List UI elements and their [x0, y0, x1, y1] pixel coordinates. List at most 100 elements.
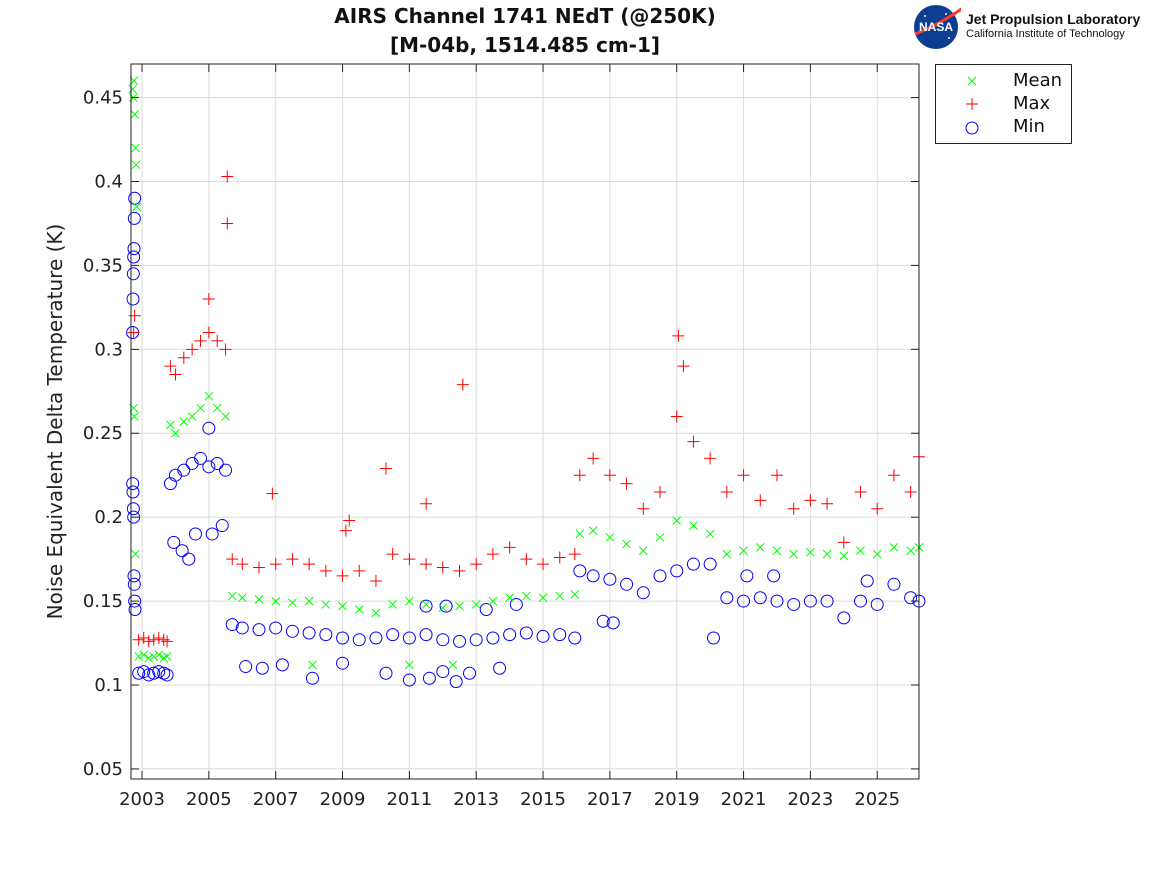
- min-point: [177, 463, 191, 477]
- max-point: [252, 561, 265, 574]
- axis-ticks: 2003 2005 2007 2009 2011 2013 2015 2017 2019 2021…: [83, 64, 919, 810]
- min-point: [820, 594, 834, 608]
- min-point: [636, 586, 650, 600]
- min-point: [837, 611, 851, 625]
- min-point: [422, 671, 436, 685]
- legend-item-max: Max: [936, 93, 1071, 115]
- min-point: [126, 485, 140, 499]
- min-point: [603, 572, 617, 586]
- max-point: [837, 536, 850, 549]
- mean-point: [739, 546, 748, 556]
- max-point: [269, 558, 282, 571]
- min-point: [870, 597, 884, 611]
- mean-point: [405, 596, 414, 606]
- max-point: [369, 574, 382, 587]
- max-point: [420, 558, 433, 571]
- min-point: [436, 665, 450, 679]
- max-point: [266, 487, 279, 500]
- legend-label: Mean: [1013, 70, 1063, 91]
- min-point: [519, 626, 533, 640]
- y-tick-label: 0.15: [83, 591, 123, 612]
- min-point: [568, 631, 582, 645]
- mean-point: [405, 660, 414, 670]
- mean-point: [822, 549, 832, 559]
- max-point: [704, 452, 717, 465]
- mean-point: [722, 549, 732, 559]
- mean-point: [575, 529, 585, 539]
- min-point: [703, 557, 717, 571]
- max-point: [221, 217, 234, 230]
- legend: Mean Max Min: [935, 64, 1072, 144]
- max-point: [904, 485, 917, 498]
- max-point: [353, 564, 366, 577]
- max-point: [211, 334, 224, 347]
- mean-point: [221, 412, 230, 421]
- mean-point: [196, 403, 205, 413]
- min-point: [202, 460, 216, 474]
- max-point: [821, 497, 834, 510]
- x-marker-icon: [967, 76, 977, 86]
- min-point: [596, 614, 610, 628]
- min-point: [202, 421, 216, 435]
- mean-point: [139, 650, 149, 660]
- mean-point: [166, 420, 175, 430]
- max-point: [132, 633, 145, 646]
- max-point: [157, 633, 170, 646]
- max-point: [672, 329, 685, 342]
- min-point: [706, 631, 720, 645]
- max-point: [737, 469, 750, 482]
- mean-point: [488, 596, 498, 606]
- min-point: [127, 510, 141, 524]
- grid: [131, 64, 919, 779]
- min-point: [402, 673, 416, 687]
- min-point: [188, 527, 202, 541]
- max-point: [236, 558, 249, 571]
- min-point: [469, 633, 483, 647]
- min-point: [127, 577, 141, 591]
- min-point: [126, 477, 140, 491]
- x-tick-label: 2017: [587, 789, 633, 810]
- min-point: [620, 577, 634, 591]
- mean-point: [132, 202, 142, 212]
- max-point: [587, 452, 600, 465]
- max-point: [453, 564, 466, 577]
- min-point: [753, 591, 767, 605]
- y-tick-label: 0.05: [83, 759, 123, 780]
- mean-point: [421, 600, 431, 609]
- mean-point: [455, 601, 464, 611]
- mean-point: [555, 591, 565, 601]
- max-point: [169, 368, 182, 381]
- mean-point: [131, 160, 141, 170]
- mean-point: [321, 600, 331, 609]
- mean-point: [130, 109, 140, 119]
- max-point: [637, 502, 650, 515]
- min-point: [319, 628, 333, 642]
- min-point: [225, 618, 239, 632]
- x-tick-label: 2015: [520, 789, 566, 810]
- x-tick-label: 2007: [253, 789, 299, 810]
- mean-point: [227, 591, 237, 601]
- min-point: [127, 250, 141, 264]
- jpl-name: Jet Propulsion Laboratory: [966, 11, 1141, 27]
- min-point: [126, 502, 140, 516]
- mean-point: [179, 417, 189, 426]
- mean-point: [505, 593, 514, 603]
- max-point: [420, 497, 433, 510]
- min-point: [740, 569, 754, 583]
- min-point: [436, 633, 450, 647]
- min-point: [128, 602, 142, 616]
- mean-point: [212, 403, 222, 413]
- y-tick-label: 0.35: [83, 255, 123, 276]
- y-tick-label: 0.4: [94, 171, 123, 192]
- min-point: [219, 463, 233, 477]
- min-point: [168, 468, 182, 482]
- min-point: [737, 594, 751, 608]
- mean-point: [521, 591, 531, 601]
- min-point: [419, 599, 433, 613]
- min-point: [553, 628, 567, 642]
- mean-point: [144, 653, 154, 663]
- x-tick-label: 2013: [453, 789, 499, 810]
- min-point: [854, 594, 868, 608]
- max-point: [161, 635, 174, 648]
